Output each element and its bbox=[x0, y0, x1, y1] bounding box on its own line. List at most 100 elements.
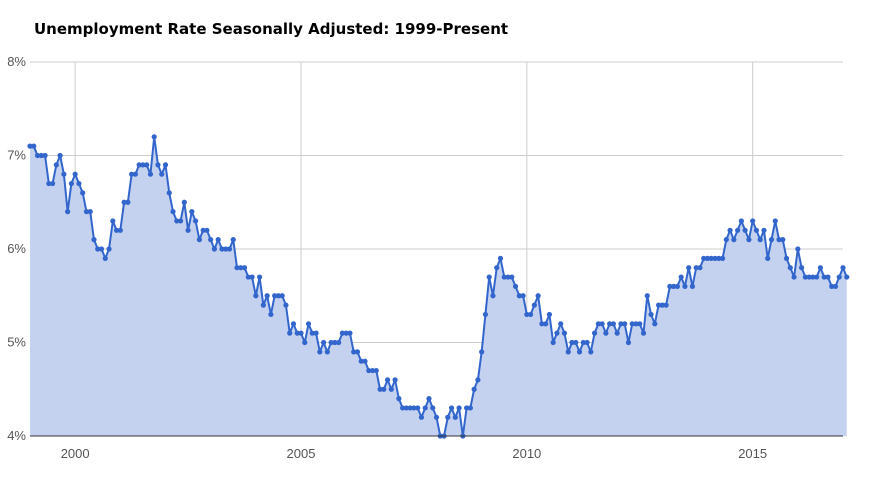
data-point bbox=[678, 274, 684, 280]
data-point bbox=[780, 237, 786, 243]
data-point bbox=[320, 339, 327, 346]
data-point bbox=[68, 180, 74, 187]
data-point bbox=[591, 330, 598, 336]
data-point bbox=[814, 274, 820, 280]
data-point bbox=[388, 386, 394, 392]
data-point bbox=[110, 218, 116, 224]
data-point bbox=[170, 209, 176, 215]
data-point bbox=[369, 367, 376, 374]
data-point bbox=[693, 265, 699, 271]
data-point bbox=[618, 321, 624, 327]
data-point bbox=[211, 246, 218, 252]
data-point bbox=[622, 321, 628, 327]
data-point bbox=[283, 302, 289, 308]
data-point bbox=[723, 237, 729, 243]
data-point bbox=[558, 321, 564, 327]
data-point bbox=[836, 274, 842, 280]
data-point bbox=[546, 311, 553, 318]
data-point bbox=[343, 330, 349, 336]
data-point bbox=[501, 274, 507, 280]
data-point bbox=[595, 321, 601, 327]
data-point bbox=[336, 339, 342, 346]
data-point bbox=[573, 339, 579, 346]
data-point bbox=[415, 405, 421, 411]
data-point bbox=[49, 180, 56, 187]
data-point bbox=[497, 255, 504, 261]
data-point bbox=[539, 321, 545, 327]
data-point bbox=[215, 237, 221, 243]
data-point bbox=[83, 209, 90, 215]
data-point bbox=[629, 321, 635, 327]
data-point bbox=[155, 162, 161, 168]
data-point bbox=[42, 152, 48, 159]
data-point bbox=[486, 274, 492, 280]
point-layer bbox=[27, 134, 850, 439]
data-point bbox=[708, 255, 714, 261]
data-point bbox=[795, 246, 801, 252]
data-point bbox=[422, 405, 428, 411]
data-point bbox=[448, 405, 455, 411]
data-point bbox=[607, 321, 613, 327]
data-point bbox=[61, 171, 67, 177]
data-point bbox=[776, 237, 782, 243]
data-point bbox=[193, 218, 199, 224]
data-point bbox=[686, 265, 692, 271]
data-point bbox=[57, 152, 63, 159]
data-point bbox=[637, 321, 643, 327]
data-point bbox=[317, 349, 323, 355]
data-point bbox=[34, 152, 41, 159]
y-tick-label: 4% bbox=[7, 428, 26, 443]
data-point bbox=[712, 255, 718, 261]
data-point bbox=[576, 349, 583, 355]
data-point bbox=[159, 171, 165, 177]
data-point bbox=[400, 405, 406, 411]
data-point bbox=[27, 143, 33, 149]
data-point bbox=[136, 162, 142, 168]
data-point bbox=[65, 209, 71, 215]
data-point bbox=[279, 293, 285, 299]
data-point bbox=[260, 302, 266, 308]
data-point bbox=[625, 339, 632, 346]
data-point bbox=[132, 171, 138, 177]
data-point bbox=[245, 274, 251, 280]
data-point bbox=[663, 302, 669, 308]
data-point bbox=[817, 265, 824, 271]
data-point bbox=[264, 293, 270, 299]
data-point bbox=[87, 209, 93, 215]
data-point bbox=[445, 414, 451, 420]
data-point bbox=[403, 405, 409, 411]
data-point bbox=[569, 339, 575, 346]
data-point bbox=[799, 265, 805, 271]
data-point bbox=[377, 386, 383, 392]
data-point bbox=[31, 143, 37, 149]
data-point bbox=[117, 227, 123, 233]
data-point bbox=[768, 237, 775, 243]
data-point bbox=[362, 358, 368, 364]
data-point bbox=[761, 227, 767, 233]
data-point bbox=[147, 171, 154, 177]
data-point bbox=[494, 265, 500, 271]
label-layer: 4% 5% 6% 7% 8% 2000 2005 2010 2015 bbox=[7, 54, 767, 461]
data-point bbox=[234, 265, 240, 271]
data-point bbox=[253, 293, 259, 299]
data-point bbox=[407, 405, 413, 411]
data-point bbox=[129, 171, 135, 177]
data-point bbox=[806, 274, 812, 280]
data-point bbox=[512, 283, 519, 289]
data-point bbox=[185, 227, 191, 233]
data-point bbox=[840, 265, 846, 271]
x-tick-label: 2015 bbox=[738, 446, 767, 461]
data-point bbox=[257, 274, 263, 280]
data-point bbox=[524, 311, 530, 318]
data-point bbox=[667, 283, 673, 289]
data-point bbox=[610, 321, 617, 327]
data-point bbox=[738, 218, 744, 224]
data-point bbox=[580, 339, 586, 346]
data-point bbox=[787, 265, 793, 271]
data-point bbox=[588, 349, 594, 355]
data-point bbox=[140, 162, 146, 168]
data-point bbox=[351, 349, 357, 355]
data-point bbox=[701, 255, 707, 261]
data-point bbox=[313, 330, 319, 336]
